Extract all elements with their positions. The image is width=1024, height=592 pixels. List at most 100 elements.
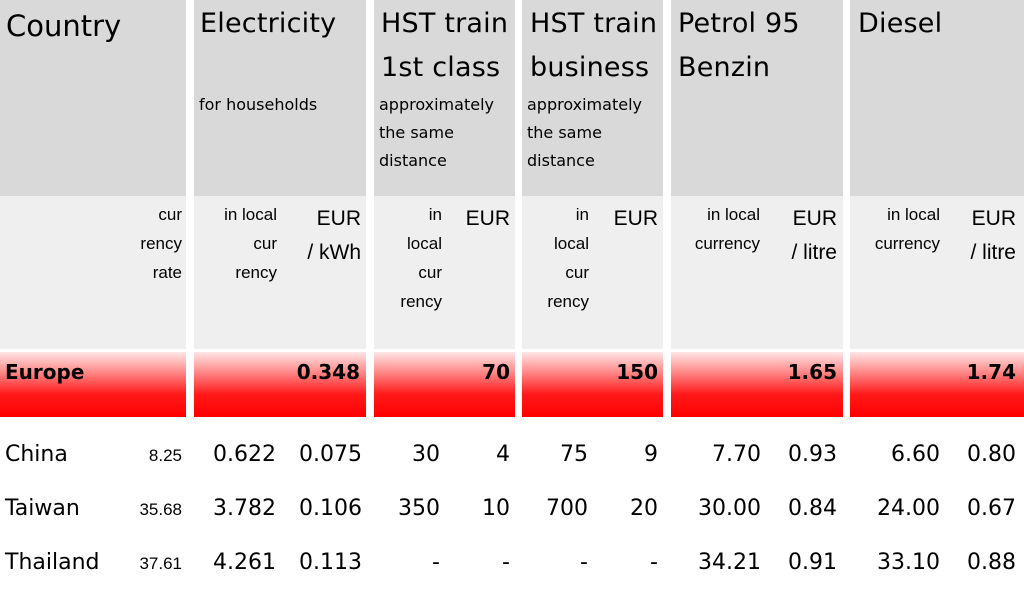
units-elec-cell: in local cur rency EUR / kWh [194, 196, 366, 349]
table-row-china: China 8.25 0.622 0.075 30 4 75 9 7.70 0.… [0, 428, 1024, 482]
europe-hst-business-cell: 150 [522, 352, 663, 417]
cell-hst1-eur: 10 [482, 496, 510, 521]
units-diesel-local-2: currency [874, 234, 940, 253]
units-petrol-cell: in local currency EUR / litre [671, 196, 843, 349]
cell-hstb-eur: 20 [630, 496, 658, 521]
units-diesel-eur-1: EUR [971, 207, 1016, 230]
units-elec-local-2: cur [253, 234, 277, 253]
europe-electricity-cell: 0.348 [194, 352, 366, 417]
cell-elec-local: 0.622 [213, 442, 276, 467]
cell-rate: 37.61 [139, 554, 182, 573]
cell-hst1-local: - [432, 550, 440, 575]
cell-petrol-local: 30.00 [698, 496, 761, 521]
cell-elec-local: 4.261 [213, 550, 276, 575]
header-hst-first-note-2: the same [379, 123, 454, 142]
units-rate-3: rate [152, 263, 182, 282]
header-country-cell: Country [0, 0, 186, 196]
cell-hstb-eur: 9 [644, 442, 658, 467]
cell-elec-eur: 0.075 [299, 442, 362, 467]
cell-rate: 8.25 [148, 446, 182, 465]
header-hst-first-title-2: 1st class [381, 52, 501, 83]
cell-country: Thailand [5, 550, 100, 575]
cell-petrol-local: 7.70 [712, 442, 761, 467]
cell-diesel-eur: 0.67 [967, 496, 1016, 521]
units-elec-local-3: rency [235, 263, 277, 282]
table-row-thailand: Thailand 37.61 4.261 0.113 - - - - 34.21… [0, 536, 1024, 583]
cell-petrol-eur: 0.84 [788, 496, 837, 521]
header-hst-first-note-1: approximately [379, 95, 494, 114]
header-country: Country [6, 9, 122, 43]
cell-elec-eur: 0.113 [299, 550, 362, 575]
units-hst1-local-4: rency [400, 292, 442, 311]
header-hst-first-title-1: HST train [381, 8, 509, 39]
europe-label-cell: Europe [0, 352, 186, 417]
cell-elec-local: 3.782 [213, 496, 276, 521]
europe-petrol-cell: 1.65 [671, 352, 843, 417]
units-petrol-eur-1: EUR [792, 207, 837, 230]
europe-label: Europe [5, 360, 85, 384]
header-diesel-cell: Diesel [850, 0, 1024, 196]
cell-hstb-local: - [580, 550, 588, 575]
units-hst1-eur: EUR [465, 207, 510, 230]
cell-country: China [5, 442, 68, 467]
units-elec-eur-1: EUR [316, 207, 361, 230]
units-diesel-local-1: in local [887, 205, 940, 224]
header-diesel-title: Diesel [858, 8, 943, 39]
units-hst1-cell: in local cur rency EUR [374, 196, 515, 349]
header-electricity-title: Electricity [200, 8, 337, 39]
units-petrol-eur-2: / litre [791, 241, 837, 264]
units-diesel-eur-2: / litre [970, 241, 1016, 264]
header-petrol-title-1: Petrol 95 [678, 8, 800, 39]
units-hst1-local-3: cur [418, 263, 442, 282]
units-hstb-local-3: cur [565, 263, 589, 282]
units-hstb-cell: in local cur rency EUR [522, 196, 663, 349]
europe-diesel: 1.74 [966, 360, 1016, 384]
units-hstb-eur: EUR [613, 207, 658, 230]
units-petrol-local-2: currency [694, 234, 760, 253]
cell-petrol-local: 34.21 [698, 550, 761, 575]
cell-petrol-eur: 0.91 [788, 550, 837, 575]
europe-hst-business: 150 [616, 360, 658, 384]
units-rate-1: cur [158, 205, 182, 224]
cell-diesel-local: 33.10 [877, 550, 940, 575]
header-hst-business-cell: HST train business approximately the sam… [522, 0, 663, 196]
cell-hst1-local: 30 [412, 442, 440, 467]
europe-diesel-cell: 1.74 [850, 352, 1024, 417]
cell-diesel-local: 24.00 [877, 496, 940, 521]
header-petrol-cell: Petrol 95 Benzin [671, 0, 843, 196]
units-hst1-local-1: in [428, 205, 442, 224]
header-petrol-title-2: Benzin [678, 52, 771, 83]
units-hstb-local-4: rency [547, 292, 589, 311]
cell-diesel-eur: 0.88 [967, 550, 1016, 575]
header-electricity-cell: Electricity for households [194, 0, 366, 196]
units-hst1-local-2: local [407, 234, 442, 253]
header-hst-business-title-1: HST train [530, 8, 658, 39]
cell-diesel-eur: 0.80 [967, 442, 1016, 467]
units-elec-eur-2: / kWh [307, 241, 361, 264]
europe-electricity: 0.348 [296, 360, 360, 384]
units-elec-local-1: in local [224, 205, 277, 224]
units-petrol-local-1: in local [707, 205, 760, 224]
cell-hstb-local: 700 [546, 496, 588, 521]
europe-petrol: 1.65 [787, 360, 837, 384]
cell-hst1-eur: - [502, 550, 510, 575]
units-rate-2: rency [140, 234, 182, 253]
cell-hst1-local: 350 [398, 496, 440, 521]
cell-elec-eur: 0.106 [299, 496, 362, 521]
header-hst-business-note-1: approximately [527, 95, 642, 114]
table-row-taiwan: Taiwan 35.68 3.782 0.106 350 10 700 20 3… [0, 482, 1024, 536]
europe-hst-first-cell: 70 [374, 352, 515, 417]
europe-hst-first: 70 [482, 360, 510, 384]
header-electricity-note: for households [199, 95, 318, 114]
cell-petrol-eur: 0.93 [788, 442, 837, 467]
header-hst-first-cell: HST train 1st class approximately the sa… [374, 0, 515, 196]
header-hst-business-note-3: distance [527, 151, 595, 170]
units-diesel-cell: in local currency EUR / litre [850, 196, 1024, 349]
cell-diesel-local: 6.60 [891, 442, 940, 467]
header-hst-business-note-2: the same [527, 123, 602, 142]
cell-hstb-eur: - [650, 550, 658, 575]
units-hstb-local-1: in [575, 205, 589, 224]
cell-country: Taiwan [5, 496, 80, 521]
header-hst-business-title-2: business [530, 52, 650, 83]
cell-hstb-local: 75 [560, 442, 588, 467]
